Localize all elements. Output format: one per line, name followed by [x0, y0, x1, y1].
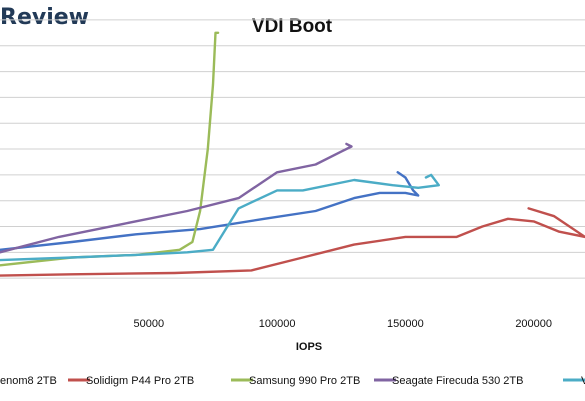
x-axis-label: IOPS — [296, 341, 322, 353]
x-tick-label-2: 150000 — [387, 318, 424, 330]
x-tick-label-1: 100000 — [259, 318, 296, 330]
legend-label-3: Seagate Firecuda 530 2TB — [392, 375, 523, 387]
gridlines — [0, 19, 585, 279]
chart-title: VDI Boot — [252, 16, 333, 37]
series-line-1 — [0, 207, 585, 277]
series-line-0 — [0, 171, 420, 252]
x-axis-ticks: 50000 100000 150000 200000 — [134, 318, 553, 330]
series-line-3 — [0, 142, 353, 254]
legend: enom8 2TB Solidigm P44 Pro 2TB Samsung 990… — [0, 375, 585, 387]
legend-label-2: Samsung 990 Pro 2TB — [249, 375, 360, 387]
legend-label-1: Solidigm P44 Pro 2TB — [86, 375, 194, 387]
legend-label-0: enom8 2TB — [0, 375, 57, 387]
x-tick-label-3: 200000 — [515, 318, 552, 330]
legend-label-4: V — [581, 375, 585, 387]
series-line-4 — [0, 173, 440, 262]
series-lines — [0, 31, 585, 277]
x-tick-label-0: 50000 — [134, 318, 165, 330]
brand-logo-text: Review — [0, 5, 89, 30]
